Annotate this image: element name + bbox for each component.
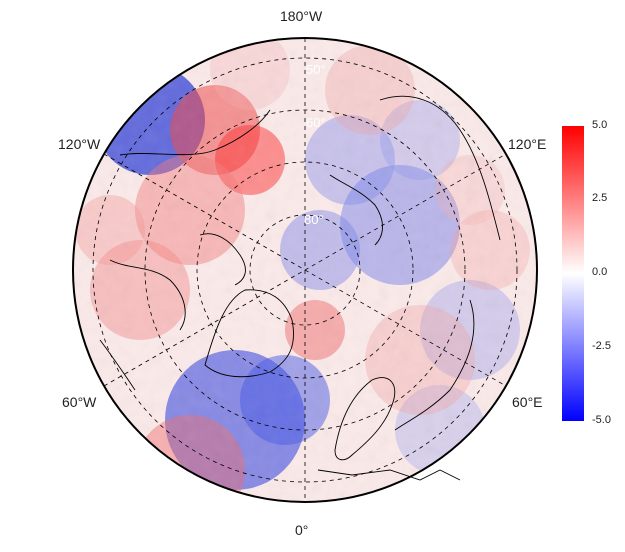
anomaly-field	[73, 38, 537, 502]
latitude-label: 50°	[306, 62, 326, 77]
coastlines	[99, 95, 501, 481]
latitude-label: 80°	[304, 212, 324, 227]
longitude-label-upper-right: 120°E	[508, 136, 547, 152]
longitude-label-lower-right: 60°E	[512, 394, 543, 410]
longitude-label-lower-left: 60°W	[62, 394, 97, 410]
graticule	[92, 38, 518, 502]
colorbar-tick: 5.0	[592, 119, 608, 131]
longitude-label-bottom: 0°	[295, 522, 309, 538]
longitude-label-top: 180°W	[280, 8, 323, 24]
map-boundary	[72, 37, 538, 503]
colorbar-tick: -2.5	[592, 340, 611, 352]
longitude-label-upper-left: 120°W	[58, 136, 101, 152]
colorbar-tick: 0.0	[592, 266, 608, 278]
colorbar-tick: 2.5	[592, 192, 608, 204]
colorbar-tick: -5.0	[592, 414, 611, 426]
latitude-label: 60°	[306, 115, 326, 130]
colorbar	[562, 126, 584, 421]
